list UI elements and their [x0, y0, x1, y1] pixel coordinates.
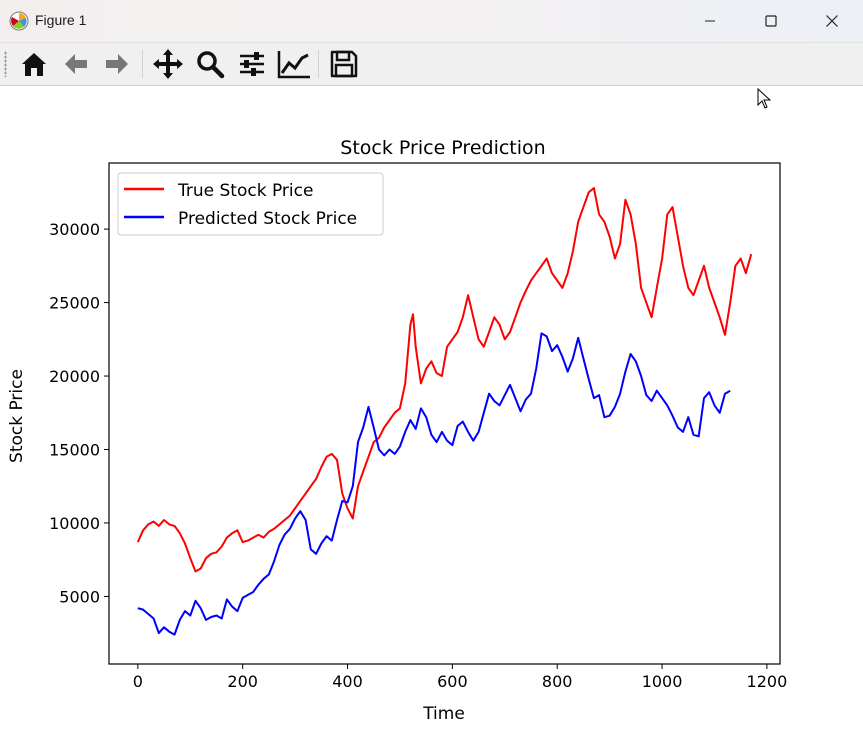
x-tick-label: 600: [437, 672, 468, 691]
magnifier-icon: [197, 51, 225, 79]
series-line-true-stock-price: [136, 187, 753, 573]
close-icon: [826, 15, 838, 27]
series-layer: [136, 187, 753, 636]
x-tick-label: 800: [542, 672, 573, 691]
sliders-icon: [240, 52, 264, 76]
chart-title: Stock Price Prediction: [340, 137, 545, 159]
save-button[interactable]: [326, 46, 362, 82]
y-tick-label: 20000: [49, 367, 100, 386]
y-tick-label: 5000: [59, 587, 100, 606]
maximize-icon: [765, 15, 777, 27]
y-tick-label: 10000: [49, 514, 100, 533]
pan-button[interactable]: [150, 46, 186, 82]
legend-label-predicted: Predicted Stock Price: [178, 209, 357, 229]
x-tick-label: 1200: [747, 672, 788, 691]
forward-button[interactable]: [99, 46, 135, 82]
x-tick-label: 400: [332, 672, 363, 691]
close-button[interactable]: [801, 0, 863, 42]
legend: True Stock Price Predicted Stock Price: [117, 172, 384, 236]
x-tick-label: 1000: [642, 672, 683, 691]
maximize-button[interactable]: [740, 0, 802, 42]
home-icon: [22, 53, 46, 76]
figure-canvas[interactable]: Stock Price Prediction 0 200 400 600 800 1000…: [0, 86, 863, 733]
toolbar-separator: [318, 50, 319, 78]
home-button[interactable]: [16, 46, 52, 82]
mouse-pointer-icon: [757, 88, 771, 109]
move-icon: [153, 49, 183, 79]
arrow-left-icon: [65, 54, 87, 74]
floppy-disk-icon: [330, 50, 358, 78]
y-axis: 5000 10000 15000 20000 25000 30000: [49, 220, 109, 606]
x-tick-label: 0: [133, 672, 143, 691]
window-title: Figure 1: [35, 12, 87, 28]
subplots-button[interactable]: [234, 46, 270, 82]
y-tick-label: 30000: [49, 220, 100, 239]
y-tick-label: 15000: [49, 440, 100, 459]
toolbar-grip[interactable]: [4, 51, 7, 77]
navigation-toolbar: [0, 43, 863, 86]
zoom-button[interactable]: [192, 46, 228, 82]
back-button[interactable]: [58, 46, 94, 82]
legend-box: [117, 172, 384, 236]
axes-edit-button[interactable]: [276, 46, 312, 82]
minimize-icon: [705, 20, 715, 22]
title-bar: Figure 1: [0, 0, 863, 43]
toolbar-separator: [142, 50, 143, 78]
series-line-predicted-stock-price: [137, 332, 731, 636]
minimize-button[interactable]: [679, 0, 741, 42]
arrow-right-icon: [106, 54, 128, 74]
y-axis-label: Stock Price: [7, 369, 27, 463]
line-chart: Stock Price Prediction 0 200 400 600 800 1000…: [7, 137, 788, 724]
plot-area: [108, 162, 781, 665]
x-axis-label: Time: [422, 704, 465, 724]
matplotlib-icon: [9, 11, 29, 31]
x-tick-label: 200: [227, 672, 258, 691]
x-axis: 0 200 400 600 800 1000 1200: [133, 664, 788, 691]
y-tick-label: 25000: [49, 294, 100, 313]
line-chart-icon: [277, 51, 310, 79]
legend-label-true: True Stock Price: [177, 181, 313, 201]
